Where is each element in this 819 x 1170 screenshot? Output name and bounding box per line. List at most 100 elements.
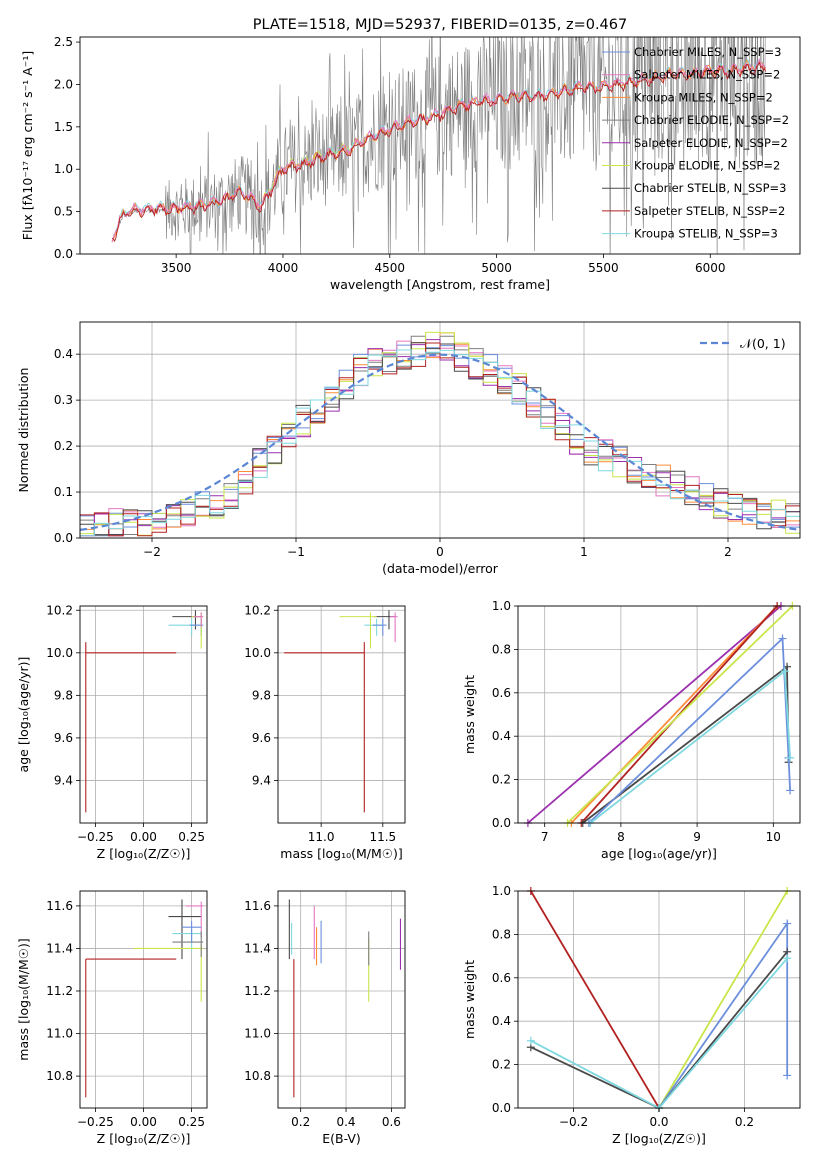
spectrum-xtick-label: 5000	[481, 261, 512, 275]
spectrum-ytick-label: 1.0	[54, 162, 73, 176]
weight_vs_age-ytick-label: 0.8	[492, 642, 511, 656]
mass_vs_ebv-ytick-label: 10.8	[244, 1069, 271, 1083]
weight_vs_age-marker-chabrier_miles	[778, 634, 787, 643]
weight_vs_Z-ytick-label: 0.4	[492, 1014, 511, 1028]
spectrum-model-salpeter_miles	[111, 58, 766, 243]
legend-label-chabrier_elodie: Chabrier ELODIE, N_SSP=2	[634, 113, 789, 127]
weight_vs_Z-xtick-label: −0.2	[559, 1115, 588, 1129]
spectrum-model-salpeter_stelib	[111, 61, 767, 243]
weight_vs_age-line-chabrier_miles	[588, 636, 791, 824]
spectrum-xtick-label: 3500	[161, 261, 192, 275]
residual_hist-xtick-label: 0	[436, 545, 444, 559]
weight_vs_Z-marker-kroupa_stelib	[526, 1036, 535, 1045]
weight_vs_age-xtick-label: 7	[541, 830, 549, 844]
spectrum-xtick-label: 4000	[268, 261, 299, 275]
age_vs_mass-xtick-label: 11.5	[369, 830, 396, 844]
weight_vs_age-xtick-label: 9	[693, 830, 701, 844]
residual_hist-ytick-label: 0.2	[54, 439, 73, 453]
age_vs_Z-ylabel: age [log₁₀(age/yr)]	[16, 657, 31, 773]
mass_vs_Z-xtick-label: −0.25	[77, 1115, 114, 1129]
age_vs_Z-xtick-label: −0.25	[77, 830, 114, 844]
weight_vs_age-xtick-label: 8	[617, 830, 625, 844]
age_vs_mass-ytick-label: 9.6	[252, 731, 271, 745]
weight_vs_age-marker-kroupa_stelib	[786, 753, 795, 762]
age_vs_mass-xlabel: mass [log₁₀(M/M☉)]	[280, 846, 402, 861]
mass_vs_ebv-xtick-label: 0.2	[291, 1115, 310, 1129]
legend-label-chabrier_miles: Chabrier MILES, N_SSP=3	[634, 45, 781, 59]
age_vs_mass-ytick-label: 10.0	[244, 646, 271, 660]
spectrum-xtick-label: 4500	[375, 261, 406, 275]
age_vs_mass-ytick-label: 10.2	[244, 603, 271, 617]
weight_vs_Z-marker-kroupa_stelib	[783, 954, 792, 963]
residual_hist-ytick-label: 0.0	[54, 531, 73, 545]
normal-curve	[79, 353, 801, 531]
spectrum-frame	[79, 36, 801, 255]
weight_vs_Z-ytick-label: 0.0	[492, 1101, 511, 1115]
weight_vs_Z-marker-chabrier_miles	[783, 919, 792, 928]
weight_vs_age-line-kroupa_elodie	[566, 605, 794, 824]
mass_vs_ebv-ytick-label: 11.4	[244, 941, 271, 955]
age_vs_mass-ytick-label: 9.8	[252, 688, 271, 702]
residual_hist-ylabel: Normed distribution	[16, 368, 31, 493]
spectrum-xtick-label: 5500	[588, 261, 619, 275]
residual_hist-ytick-label: 0.3	[54, 393, 73, 407]
hist-step-kroupa_stelib	[80, 349, 800, 537]
weight_vs_Z-line-kroupa_elodie	[658, 890, 788, 1109]
weight_vs_Z-ytick-label: 0.8	[492, 927, 511, 941]
mass_vs_Z-xtick-label: 0.00	[130, 1115, 157, 1129]
mass_vs_ebv-ytick-label: 11.2	[244, 984, 271, 998]
age_vs_Z-xlabel: Z [log₁₀(Z/Z☉)]	[97, 846, 191, 861]
residual_hist-xlabel: (data-model)/error	[382, 561, 499, 576]
age_vs_Z-ytick-label: 10.0	[46, 646, 73, 660]
mass_vs_Z-xtick-label: 0.25	[178, 1115, 205, 1129]
residual_hist-ytick-label: 0.4	[54, 347, 73, 361]
spectrum-xtick-label: 6000	[695, 261, 726, 275]
spectrum-data-line	[111, 37, 766, 254]
weight_vs_Z-xtick-label: 0.2	[735, 1115, 754, 1129]
spectrum-ylabel: Flux [fλ10⁻¹⁷ erg cm⁻² s⁻¹ A⁻¹]	[20, 51, 35, 240]
legend-label-kroupa_miles: Kroupa MILES, N_SSP=2	[634, 90, 773, 104]
mass_vs_ebv-frame	[277, 890, 406, 1109]
weight_vs_age-line-kroupa_stelib	[589, 669, 791, 824]
weight_vs_Z-xtick-label: 0.0	[649, 1115, 668, 1129]
weight_vs_Z-ytick-label: 0.2	[492, 1058, 511, 1072]
age_vs_mass-frame	[277, 605, 406, 824]
mass_vs_ebv-ytick-label: 11.0	[244, 1027, 271, 1041]
weight_vs_age-ytick-label: 0.2	[492, 773, 511, 787]
legend-label-salpeter_stelib: Salpeter STELIB, N_SSP=2	[634, 204, 785, 218]
mass_vs_Z-ytick-label: 11.0	[46, 1027, 73, 1041]
weight_vs_Z-line-chabrier_miles	[658, 920, 789, 1109]
weight_vs_age-marker-chabrier_miles	[786, 786, 795, 795]
spectrum-ytick-label: 0.0	[54, 247, 73, 261]
age_vs_Z-xtick-label: 0.00	[130, 830, 157, 844]
weight_vs_Z-ytick-label: 1.0	[492, 884, 511, 898]
legend-label-normal: 𝒩(0, 1)	[740, 336, 786, 351]
spectrum-ytick-label: 1.5	[54, 120, 73, 134]
weight_vs_age-ylabel: mass weight	[462, 675, 477, 754]
age_vs_mass-xtick-label: 11.0	[308, 830, 335, 844]
mass_vs_ebv-xtick-label: 0.4	[336, 1115, 355, 1129]
legend-label-chabrier_stelib: Chabrier STELIB, N_SSP=3	[634, 181, 786, 195]
weight_vs_age-frame	[517, 605, 801, 824]
legend-label-kroupa_elodie: Kroupa ELODIE, N_SSP=2	[634, 159, 780, 173]
weight_vs_Z-line-salpeter_stelib	[530, 890, 660, 1109]
weight_vs_Z-ylabel: mass weight	[462, 960, 477, 1039]
residual_hist-xtick-label: −2	[143, 545, 161, 559]
spectrum-ytick-label: 2.0	[54, 77, 73, 91]
mass_vs_Z-xlabel: Z [log₁₀(Z/Z☉)]	[97, 1131, 191, 1146]
residual_hist-ytick-label: 0.1	[54, 485, 73, 499]
age_vs_Z-ytick-label: 9.8	[54, 688, 73, 702]
spectrum-ytick-label: 0.5	[54, 205, 73, 219]
weight_vs_age-xtick-label: 10	[766, 830, 781, 844]
legend-label-kroupa_stelib: Kroupa STELIB, N_SSP=3	[634, 227, 778, 241]
mass_vs_Z-ytick-label: 10.8	[46, 1069, 73, 1083]
mass_vs_Z-ytick-label: 11.4	[46, 941, 73, 955]
age_vs_Z-xtick-label: 0.25	[178, 830, 205, 844]
weight_vs_Z-ytick-label: 0.6	[492, 971, 511, 985]
legend-label-salpeter_elodie: Salpeter ELODIE, N_SSP=2	[634, 136, 788, 150]
spectrum-ytick-label: 2.5	[54, 35, 73, 49]
weight_vs_age-ytick-label: 0.6	[492, 686, 511, 700]
hist-step-kroupa_elodie	[80, 331, 800, 536]
weight_vs_Z-xlabel: Z [log₁₀(Z/Z☉)]	[612, 1131, 706, 1146]
